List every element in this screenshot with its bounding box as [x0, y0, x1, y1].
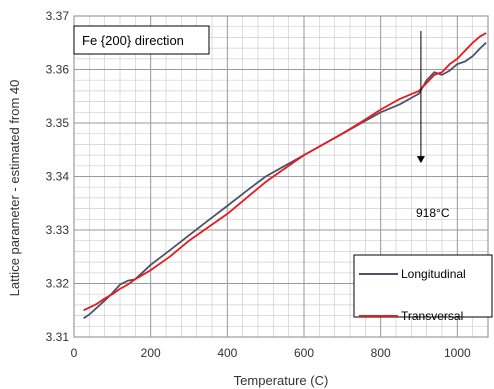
x-tick-label: 400 [217, 346, 237, 360]
y-tick-label: 3.36 [46, 63, 70, 77]
y-tick-label: 3.32 [46, 277, 70, 291]
x-tick-label: 800 [371, 346, 391, 360]
y-tick-label: 3.34 [46, 170, 70, 184]
legend-label-transversal: Transversal [401, 309, 463, 323]
series-layer [83, 32, 487, 320]
legend-box [353, 254, 493, 318]
x-tick-label: 200 [141, 346, 161, 360]
y-tick-label: 3.35 [46, 116, 70, 130]
plot-frame [73, 15, 489, 338]
annotation-arrow-head [416, 156, 425, 164]
annotation-arrow [416, 30, 425, 164]
x-tick-label: 600 [294, 346, 314, 360]
annotation-text: Fe {200} direction [82, 33, 184, 48]
y-tick-label: 3.37 [46, 9, 70, 23]
annotation-arrow-label: 918°C [416, 206, 450, 220]
x-tick-label: 0 [71, 346, 78, 360]
y-tick-label: 3.33 [46, 223, 70, 237]
series-line-transversal [83, 32, 487, 312]
x-tick-label: 1000 [444, 346, 471, 360]
x-axis-label: Temperature (C) [234, 373, 329, 388]
y-tick-labels: 3.31 3.32 3.33 3.34 3.35 3.36 3.37 [46, 9, 70, 344]
annotation-box [73, 25, 210, 55]
x-tick-labels: 0 200 400 600 800 1000 [71, 346, 471, 360]
legend-label-longitudinal: Longitudinal [401, 267, 466, 281]
y-tick-label: 3.31 [46, 330, 70, 344]
y-axis-label: Lattice parameter - estimated from 40 [7, 80, 22, 297]
series-line-longitudinal [83, 42, 487, 320]
